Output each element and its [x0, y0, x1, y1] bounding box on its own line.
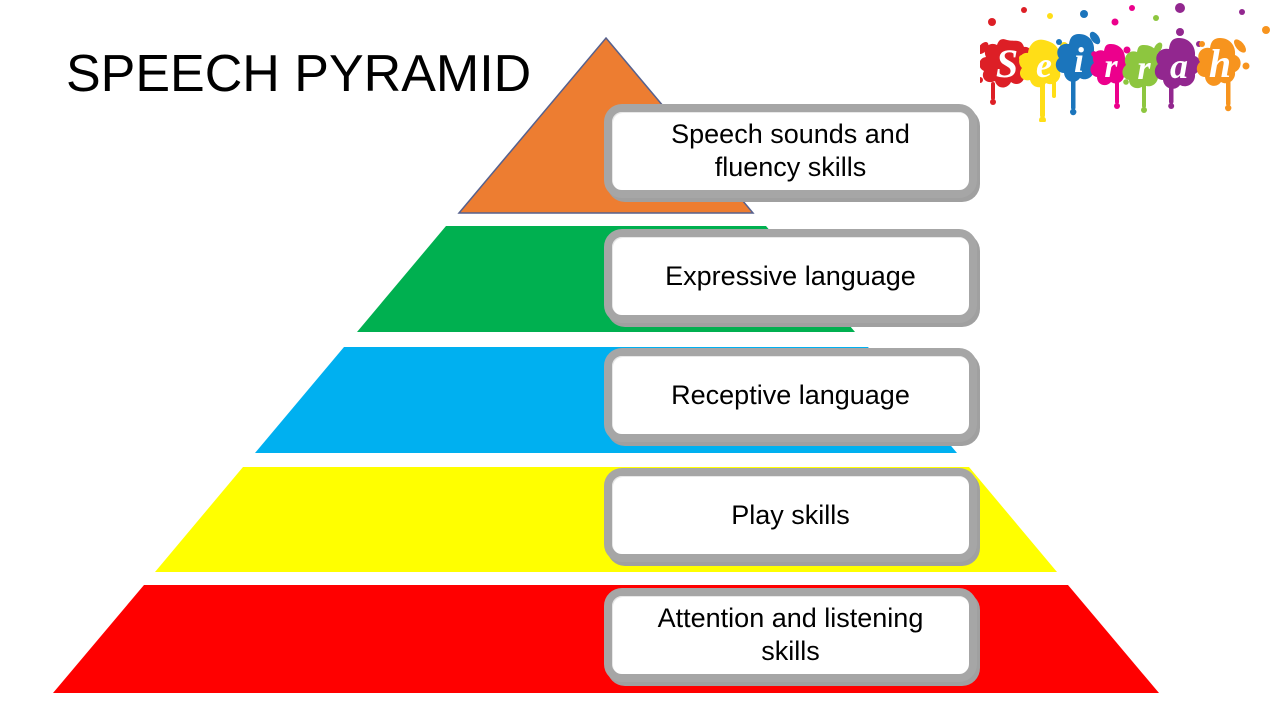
- label-box-expressive-language: Expressive language: [604, 229, 977, 323]
- logo-letter: a: [1170, 46, 1188, 86]
- seirrah-logo: S e i r: [980, 3, 1270, 122]
- logo-letter: e: [1036, 45, 1052, 85]
- paint-splat: r: [1090, 44, 1131, 109]
- label-text-play-skills: Play skills: [731, 499, 850, 530]
- paint-splat: h: [1196, 38, 1250, 112]
- splatter-dots: [988, 3, 1270, 34]
- logo-letter: h: [1209, 41, 1231, 86]
- paint-splat: a: [1154, 28, 1202, 109]
- logo-letter: r: [1104, 48, 1118, 85]
- label-text-attention-listening: Attention and listening skills: [657, 603, 924, 666]
- label-text-expressive-language: Expressive language: [665, 260, 916, 291]
- paint-splat: S: [980, 39, 1035, 105]
- paint-splat: i: [1055, 31, 1101, 116]
- paint-splat: r: [1122, 42, 1164, 113]
- logo-letter: i: [1074, 40, 1084, 80]
- label-text-receptive-language: Receptive language: [671, 379, 910, 410]
- label-text-speech-sounds: Speech sounds and fluency skills: [671, 119, 910, 182]
- label-box-attention-listening: Attention and listening skills: [604, 588, 977, 682]
- label-box-play-skills: Play skills: [604, 468, 977, 562]
- logo-letter: r: [1137, 50, 1151, 87]
- label-box-receptive-language: Receptive language: [604, 348, 977, 442]
- logo-letter: S: [996, 41, 1018, 86]
- slide-title: SPEECH PYRAMID: [66, 45, 532, 103]
- label-box-speech-sounds: Speech sounds and fluency skills: [604, 104, 977, 198]
